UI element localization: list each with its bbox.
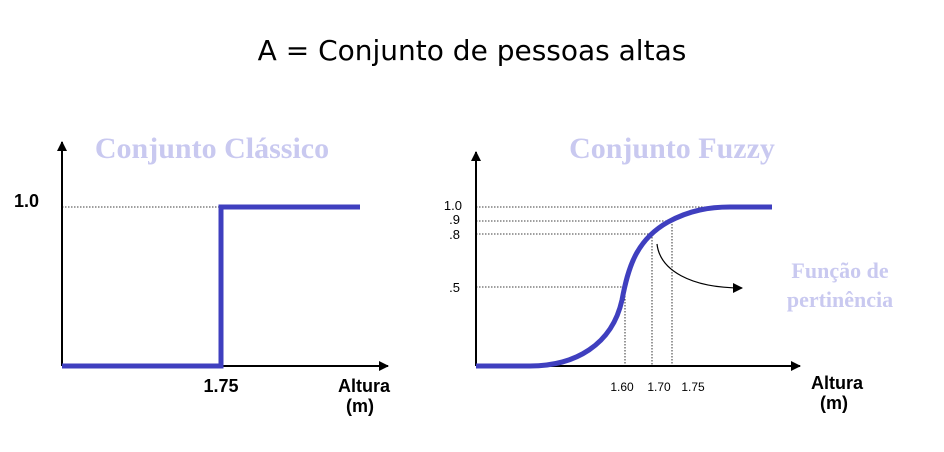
fuzzy-x-label-line2: (m) bbox=[820, 393, 848, 413]
annotation-arrow bbox=[656, 243, 743, 293]
fuzzy-y-tick-0-5: .5 bbox=[449, 280, 460, 295]
fuzzy-heading: Conjunto Fuzzy bbox=[569, 132, 775, 165]
fuzzy-set-panel: Conjunto Fuzzy 1.0 .9 .8 .5 1.60 1.70 1.… bbox=[444, 132, 893, 413]
annotation-line2: pertinência bbox=[787, 287, 893, 312]
slide-title: A = Conjunto de pessoas altas bbox=[257, 34, 687, 67]
fuzzy-y-tick-0-9: .9 bbox=[449, 212, 460, 227]
fuzzy-y-tick-0-8: .8 bbox=[449, 227, 460, 242]
annotation-line1: Função de bbox=[791, 258, 888, 283]
classic-x-tick: 1.75 bbox=[203, 376, 238, 396]
classic-x-label-line1: Altura bbox=[338, 376, 391, 396]
fuzzy-x-tick-1-70: 1.70 bbox=[647, 380, 671, 394]
fuzzy-membership-curve bbox=[476, 204, 772, 369]
fuzzy-y-tick-1-0: 1.0 bbox=[444, 198, 462, 213]
classic-x-label-line2: (m) bbox=[346, 396, 374, 416]
fuzzy-guide-lines bbox=[476, 206, 725, 366]
classic-step-function bbox=[62, 204, 360, 369]
classic-set-panel: Conjunto Clássico 1.0 1.75 Altura (m) bbox=[14, 132, 391, 416]
fuzzy-x-tick-1-60: 1.60 bbox=[610, 380, 634, 394]
fuzzy-x-label-line1: Altura bbox=[811, 373, 864, 393]
classic-y-tick: 1.0 bbox=[14, 191, 39, 211]
classic-heading: Conjunto Clássico bbox=[95, 132, 329, 165]
fuzzy-x-tick-1-75: 1.75 bbox=[681, 380, 705, 394]
